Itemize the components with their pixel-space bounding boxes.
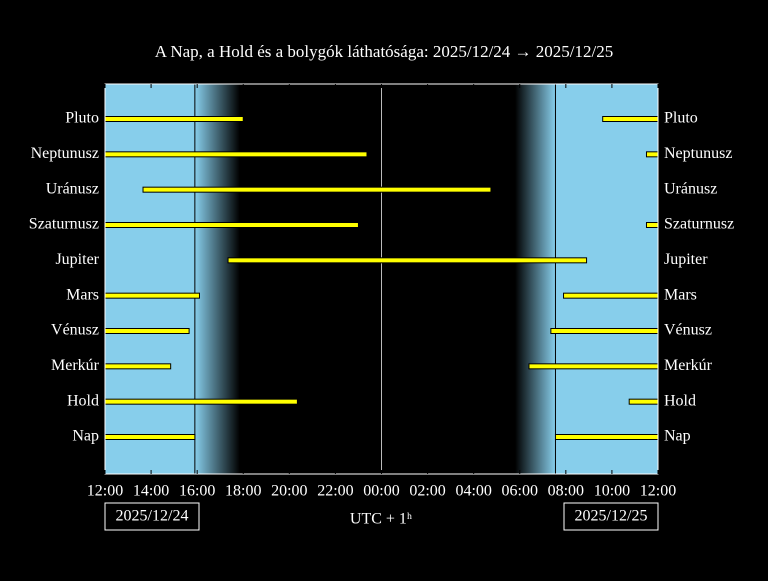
chart-title: A Nap, a Hold és a bolygók láthatósága: … [155, 42, 613, 61]
row-label: Nap [664, 428, 691, 445]
x-tick-label: 08:00 [548, 483, 584, 500]
date-box [104, 502, 200, 531]
visibility-bar [628, 398, 659, 405]
visibility-bar [104, 116, 244, 122]
visibility-bar [550, 328, 659, 334]
visibility-bar [602, 116, 659, 122]
row-label: Mars [66, 286, 99, 303]
x-axis-label: UTC + 1ʰ [350, 511, 412, 528]
visibility-bar [104, 398, 298, 405]
x-tick-label: 00:00 [363, 483, 399, 500]
row-label: Pluto [664, 110, 698, 127]
date-label: 2025/12/25 [575, 508, 648, 525]
date-box [563, 502, 659, 531]
x-tick-label: 06:00 [502, 483, 538, 500]
row-label: Szaturnusz [664, 216, 734, 233]
visibility-bar [645, 151, 659, 158]
row-label: Nap [72, 428, 99, 445]
x-tick-label: 22:00 [317, 483, 353, 500]
row-label: Szaturnusz [29, 216, 99, 233]
visibility-bar [104, 328, 190, 334]
day-background [555, 84, 658, 474]
visibility-bar [554, 434, 659, 440]
visibility-bar [104, 434, 196, 440]
visibility-bar [104, 292, 200, 299]
row-label: Uránusz [46, 180, 99, 197]
visibility-bar [645, 222, 659, 228]
x-tick-label: 12:00 [87, 483, 123, 500]
x-tick-label: 20:00 [271, 483, 307, 500]
x-tick-label: 10:00 [594, 483, 630, 500]
x-tick-label: 14:00 [133, 483, 169, 500]
row-label: Jupiter [664, 251, 708, 268]
twilight [515, 84, 556, 474]
row-label: Neptunusz [31, 145, 99, 162]
row-label: Mars [664, 286, 697, 303]
row-label: Hold [67, 392, 99, 409]
row-label: Uránusz [664, 180, 717, 197]
visibility-bar [104, 222, 359, 228]
row-label: Merkúr [664, 357, 713, 374]
visibility-bar [142, 186, 492, 193]
x-tick-label: 02:00 [409, 483, 445, 500]
visibility-bar [227, 257, 588, 264]
x-tick-label: 18:00 [225, 483, 261, 500]
visibility-bar [104, 151, 368, 158]
visibility-bar [104, 363, 172, 370]
visibility-bar [528, 363, 659, 370]
row-label: Jupiter [55, 251, 99, 268]
twilight [194, 84, 240, 474]
x-tick-label: 12:00 [640, 483, 676, 500]
row-label: Vénusz [664, 322, 712, 339]
row-label: Pluto [65, 110, 99, 127]
x-tick-label: 04:00 [455, 483, 491, 500]
date-label: 2025/12/24 [116, 508, 189, 525]
row-label: Hold [664, 392, 696, 409]
x-tick-label: 16:00 [179, 483, 215, 500]
row-label: Vénusz [51, 322, 99, 339]
day-background [105, 84, 195, 474]
row-label: Merkúr [51, 357, 100, 374]
row-label: Neptunusz [664, 145, 732, 162]
visibility-bar [563, 292, 659, 299]
